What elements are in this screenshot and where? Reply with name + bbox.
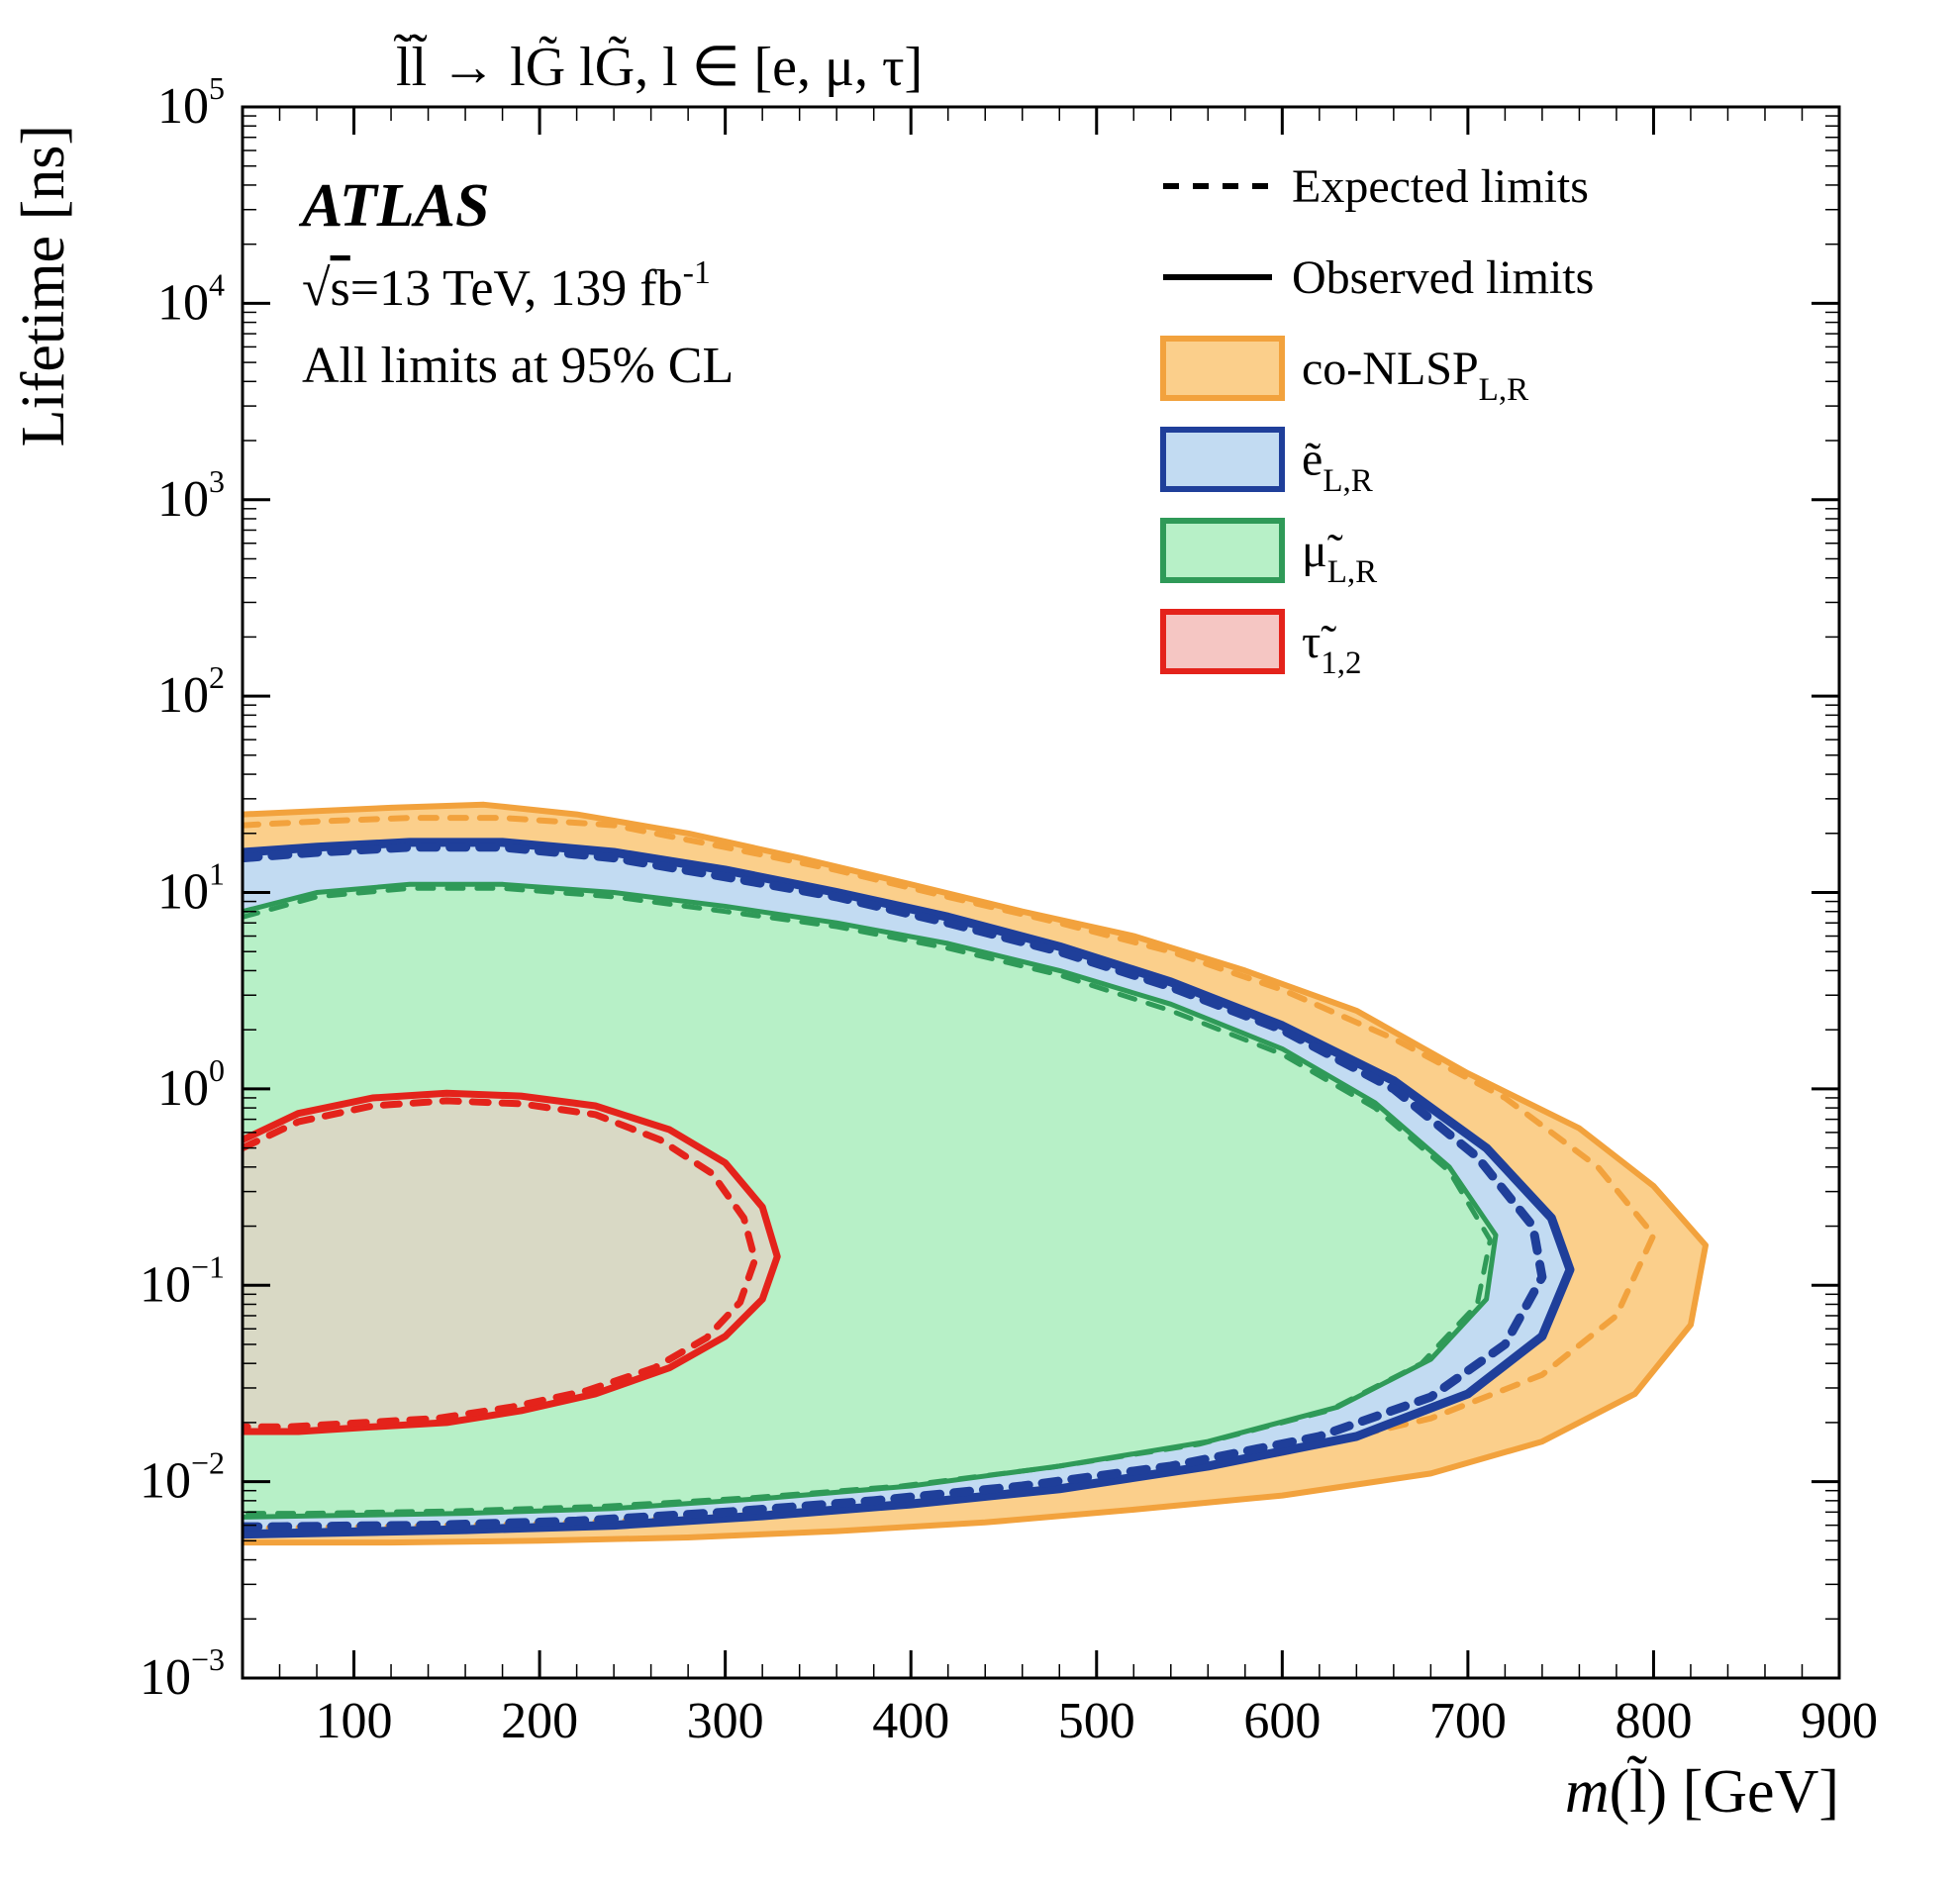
y-tick-label: 10−1 (140, 1248, 225, 1313)
y-tick-label: 101 (157, 856, 225, 921)
x-tick-label: 200 (501, 1693, 578, 1749)
y-axis-label: Lifetime [ns] (10, 125, 77, 446)
x-axis-label: m(l̃) [GeV] (1565, 1755, 1839, 1826)
y-tick-label: 104 (157, 266, 225, 331)
super-title: l̃l̃ → lG̃ lG̃, l ∈ [e, μ, τ] (393, 34, 923, 98)
svg-text:Expected limits: Expected limits (1292, 160, 1589, 213)
cl-label: All limits at 95% CL (302, 338, 734, 394)
x-tick-label: 700 (1429, 1693, 1507, 1749)
svg-text:co-NLSPL,R: co-NLSPL,R (1302, 343, 1528, 408)
y-tick-label: 100 (157, 1052, 225, 1117)
x-tick-label: 500 (1058, 1693, 1135, 1749)
svg-text:μ̃L,R: μ̃L,R (1302, 525, 1377, 590)
x-tick-label: 600 (1243, 1693, 1321, 1749)
y-tick-label: 10−3 (140, 1641, 225, 1706)
svg-text:Observed limits: Observed limits (1292, 251, 1594, 304)
atlas-label: ATLAS (298, 172, 490, 240)
x-tick-label: 100 (316, 1693, 393, 1749)
svg-text:ẽL,R: ẽL,R (1302, 434, 1373, 499)
y-tick-label: 105 (157, 70, 225, 135)
x-tick-label: 400 (872, 1693, 949, 1749)
x-tick-label: 800 (1615, 1693, 1692, 1749)
y-tick-label: 10−2 (140, 1445, 225, 1510)
x-tick-label: 300 (687, 1693, 764, 1749)
y-tick-label: 103 (157, 463, 225, 528)
legend: Expected limits Observed limits co-NLSPL,R… (1163, 160, 1594, 681)
lumi-label: √s=13 TeV, 139 fb-1 (302, 254, 711, 317)
x-tick-label: 900 (1801, 1693, 1878, 1749)
svg-text:τ̃1,2: τ̃1,2 (1302, 616, 1362, 681)
y-tick-label: 102 (157, 659, 225, 724)
